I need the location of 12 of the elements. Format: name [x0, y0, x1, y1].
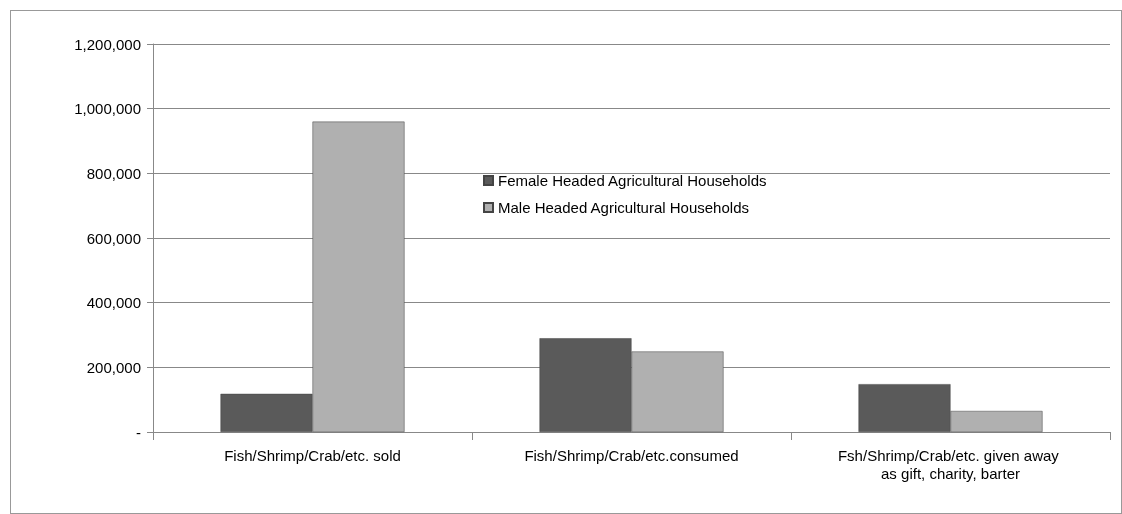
y-tick-label: 600,000: [86, 229, 141, 247]
y-tick-label: 1,200,000: [74, 35, 141, 53]
legend-label: Male Headed Agricultural Households: [498, 199, 749, 216]
y-tick-label: 400,000: [86, 294, 141, 312]
y-tick-label: 200,000: [86, 358, 141, 376]
y-tick-label: -: [136, 423, 141, 441]
y-tick-label: 1,000,000: [74, 100, 141, 118]
x-tick-label: Fish/Shrimp/Crab/etc.consumed: [524, 446, 739, 464]
x-tick-label: Fsh/Shrimp/Crab/etc. given away as gift, charity, barter: [837, 446, 1064, 482]
legend-label: Female Headed Agricultural Households: [498, 172, 767, 189]
x-tick-label: Fish/Shrimp/Crab/etc. sold: [224, 446, 401, 464]
y-tick-label: 800,000: [86, 164, 141, 182]
